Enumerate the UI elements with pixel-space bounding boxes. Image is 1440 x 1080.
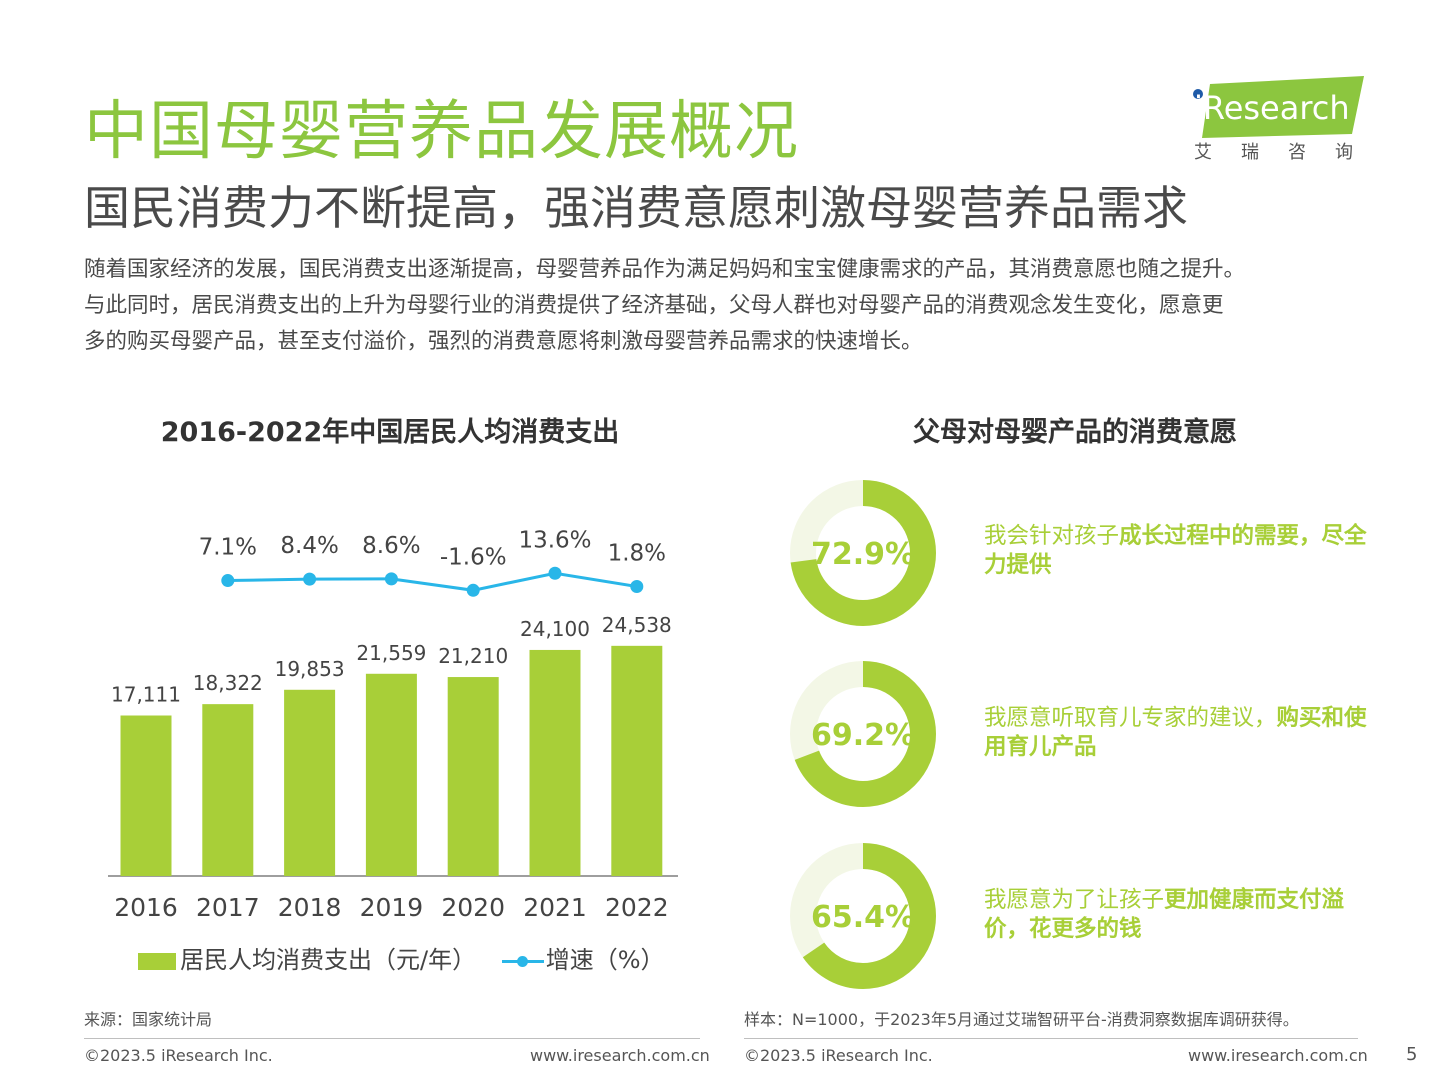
legend-item-growth: 增速（%） [501, 940, 665, 975]
x-tick-label: 2020 [441, 893, 505, 922]
donut-text-bold: 成长过程中的需要，尽全力提供 [984, 523, 1367, 578]
intro-line: 与此同时，居民消费支出的上升为母婴行业的消费提供了经济基础，父母人群也对母婴产品… [84, 293, 1224, 318]
x-tick-label: 2016 [114, 893, 178, 922]
footer-divider-right [744, 1038, 1358, 1039]
bar-2016 [120, 715, 172, 876]
growth-point-2019 [384, 572, 398, 586]
footer-divider-left [84, 1038, 700, 1039]
growth-value-label: 7.1% [199, 535, 257, 561]
legend-item-spending: 居民人均消费支出（元/年） [138, 940, 476, 975]
growth-value-label: 8.4% [280, 533, 338, 559]
logo-dot [1193, 89, 1203, 99]
donut-text-bold: 更加健康而支付溢价，花更多的钱 [984, 887, 1345, 942]
growth-rate-line [227, 571, 638, 592]
x-tick-label: 2017 [196, 893, 260, 922]
donut-percent-label: 72.9% [811, 537, 915, 572]
bar-value-label: 24,100 [520, 617, 590, 641]
growth-point-2017 [221, 574, 235, 588]
page-number: 5 [1406, 1044, 1418, 1065]
x-tick-label: 2021 [523, 893, 587, 922]
bar-value-label: 18,322 [193, 671, 263, 695]
donut-percent-label: 69.2% [811, 718, 915, 753]
legend-label: 增速（%） [545, 946, 665, 974]
bar-2019 [365, 673, 417, 876]
bar-2022 [611, 645, 663, 876]
iresearch-logo: iResearch [1193, 76, 1364, 138]
donut-description: 我会针对孩子成长过程中的需要，尽全力提供 [984, 522, 1384, 580]
donut-arc [790, 843, 936, 989]
donut-chart-3: 65.4% [790, 843, 936, 989]
bar-value-label: 21,210 [438, 644, 508, 668]
growth-value-label: 1.8% [608, 540, 666, 566]
donut-text-plain: 我会针对孩子 [984, 523, 1120, 549]
logo-shape [1202, 76, 1364, 138]
page-title: 中国母婴营养品发展概况 [84, 95, 799, 169]
bar-2018 [284, 689, 336, 876]
x-tick-label: 2019 [360, 893, 424, 922]
website-link-right[interactable]: www.iresearch.com.cn [1188, 1046, 1368, 1065]
x-tick-label: 2018 [278, 893, 342, 922]
donut-description: 我愿意听取育儿专家的建议，购买和使用育儿产品 [984, 704, 1384, 762]
bar-value-label: 24,538 [602, 613, 672, 637]
bar-value-label: 21,559 [356, 641, 426, 665]
donut-text-bold: 购买和使用育儿产品 [984, 705, 1367, 760]
growth-value-label: 13.6% [518, 527, 591, 553]
donut-percent-label: 65.4% [811, 900, 915, 935]
sample-note: 样本：N=1000，于2023年5月通过艾瑞智研平台-消费洞察数据库调研获得。 [744, 1010, 1299, 1029]
bar-chart-title: 2016-2022年中国居民人均消费支出 [160, 417, 620, 448]
donut-chart-1: 72.9% [790, 480, 936, 626]
donut-chart-2: 69.2% [790, 661, 936, 807]
bar-2020 [447, 677, 499, 876]
growth-value-label: -1.6% [440, 544, 507, 570]
growth-point-2021 [548, 566, 562, 580]
growth-point-2018 [303, 572, 317, 586]
website-link-left[interactable]: www.iresearch.com.cn [530, 1046, 710, 1065]
intro-line: 随着国家经济的发展，国民消费支出逐渐提高，母婴营养品作为满足妈妈和宝宝健康需求的… [84, 257, 1246, 282]
source-note: 来源：国家统计局 [84, 1010, 213, 1029]
logo-chinese-name: 艾瑞咨询 [1194, 142, 1382, 163]
consumption-bar-line-chart: 17,111 2016 18,322 2017 19,853 2018 21,559 2019… [108, 527, 678, 922]
copyright-right: ©2023.5 iResearch Inc. [744, 1046, 933, 1065]
chart-legend: 居民人均消费支出（元/年） 增速（%） [138, 940, 665, 975]
copyright-left: ©2023.5 iResearch Inc. [84, 1046, 273, 1065]
logo-wordmark: iResearch [1194, 89, 1350, 127]
growth-point-2022 [630, 579, 644, 593]
bar-2021 [529, 649, 581, 876]
legend-label: 居民人均消费支出（元/年） [180, 946, 477, 974]
donut-text-plain: 我愿意听取育儿专家的建议， [984, 705, 1277, 731]
legend-line-swatch [501, 953, 544, 970]
bar-value-label: 17,111 [111, 682, 181, 706]
intro-paragraph: 随着国家经济的发展，国民消费支出逐渐提高，母婴营养品作为满足妈妈和宝宝健康需求的… [84, 252, 1384, 360]
page-subtitle: 国民消费力不断提高，强消费意愿刺激母婴营养品需求 [84, 181, 1188, 235]
donut-text-plain: 我愿意为了让孩子 [984, 887, 1165, 913]
bar-2017 [202, 704, 254, 876]
donut-arc [790, 661, 936, 807]
bar-value-label: 19,853 [275, 657, 345, 681]
growth-value-label: 8.6% [362, 533, 420, 559]
growth-point-2020 [466, 583, 480, 597]
intro-line: 多的购买母婴产品，甚至支付溢价，强烈的消费意愿将刺激母婴营养品需求的快速增长。 [84, 329, 923, 354]
legend-bar-swatch [138, 952, 176, 970]
donut-chart-title: 父母对母婴产品的消费意愿 [913, 417, 1237, 448]
donut-arc [790, 480, 936, 626]
x-tick-label: 2022 [605, 893, 669, 922]
donut-description: 我愿意为了让孩子更加健康而支付溢价，花更多的钱 [984, 886, 1384, 944]
